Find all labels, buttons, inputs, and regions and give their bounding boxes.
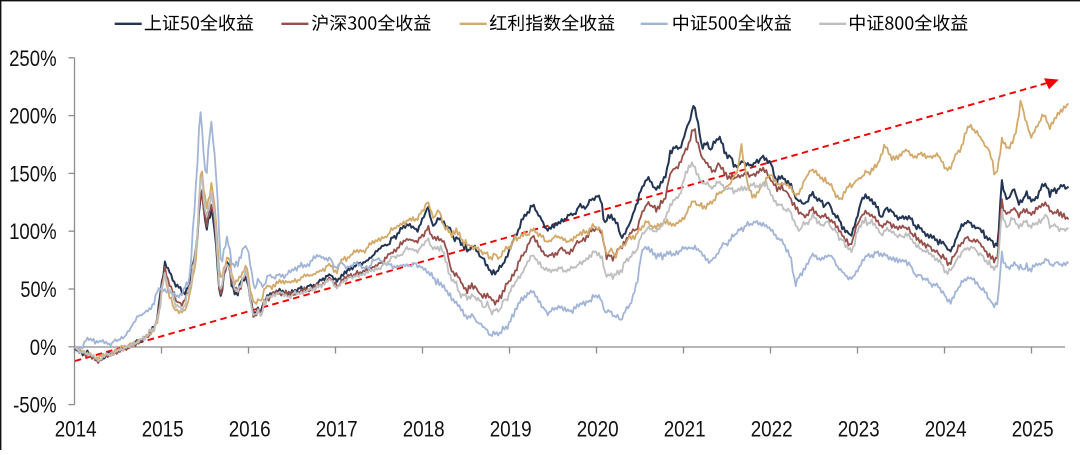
- svg-text:200%: 200%: [9, 104, 57, 129]
- svg-text:250%: 250%: [9, 46, 57, 71]
- svg-text:50%: 50%: [20, 277, 56, 302]
- svg-text:2021: 2021: [664, 417, 706, 442]
- svg-text:2015: 2015: [142, 417, 184, 442]
- svg-text:2019: 2019: [490, 417, 532, 442]
- svg-text:2016: 2016: [229, 417, 271, 442]
- svg-text:2025: 2025: [1012, 417, 1054, 442]
- svg-text:2022: 2022: [751, 417, 793, 442]
- svg-text:2018: 2018: [403, 417, 445, 442]
- svg-text:2024: 2024: [925, 417, 967, 442]
- svg-text:150%: 150%: [9, 161, 57, 186]
- svg-text:0%: 0%: [30, 335, 57, 360]
- svg-text:2023: 2023: [838, 417, 880, 442]
- svg-text:2020: 2020: [577, 417, 619, 442]
- svg-text:-50%: -50%: [13, 393, 57, 418]
- svg-text:2017: 2017: [316, 417, 358, 442]
- svg-text:2014: 2014: [55, 417, 97, 442]
- svg-text:100%: 100%: [9, 219, 57, 244]
